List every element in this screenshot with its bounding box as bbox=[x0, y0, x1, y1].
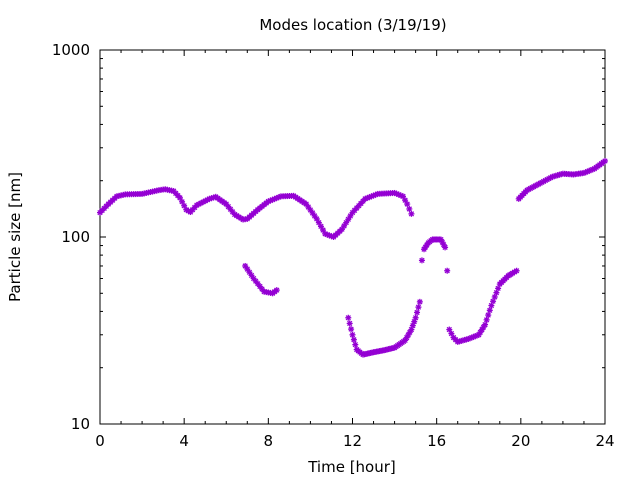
data-point bbox=[483, 316, 490, 323]
data-point bbox=[352, 341, 359, 348]
data-point bbox=[404, 201, 411, 208]
x-tick-label: 0 bbox=[95, 432, 105, 450]
y-tick-label: 1000 bbox=[52, 41, 90, 59]
data-point bbox=[412, 314, 419, 321]
data-point bbox=[408, 210, 415, 217]
x-tick-label: 12 bbox=[343, 432, 362, 450]
data-point bbox=[345, 314, 352, 321]
data-point bbox=[486, 307, 493, 314]
data-point bbox=[416, 298, 423, 305]
plot-frame bbox=[99, 49, 606, 425]
data-point bbox=[315, 219, 322, 226]
x-axis: 0 4 8 12 16 20 24 bbox=[95, 50, 615, 450]
data-point bbox=[415, 304, 422, 311]
x-tick-label: 20 bbox=[511, 432, 530, 450]
data-point bbox=[444, 267, 451, 274]
x-tick-label: 4 bbox=[179, 432, 189, 450]
data-point bbox=[349, 331, 356, 338]
data-points bbox=[97, 157, 608, 358]
data-point bbox=[406, 205, 413, 212]
y-axis: 10 100 1000 bbox=[52, 41, 605, 433]
data-point bbox=[414, 309, 421, 316]
data-point bbox=[346, 320, 353, 327]
x-tick-label: 16 bbox=[427, 432, 446, 450]
x-axis-label: Time [hour] bbox=[307, 458, 396, 476]
data-point bbox=[513, 267, 520, 274]
data-point bbox=[348, 326, 355, 333]
data-point bbox=[273, 287, 280, 294]
data-point bbox=[442, 244, 449, 251]
x-tick-label: 8 bbox=[264, 432, 274, 450]
data-point bbox=[242, 262, 249, 269]
data-point bbox=[485, 312, 492, 319]
y-tick-label: 10 bbox=[71, 415, 90, 433]
x-tick-label: 24 bbox=[595, 432, 614, 450]
data-point bbox=[350, 336, 357, 343]
data-point bbox=[418, 257, 425, 264]
y-axis-label: Particle size [nm] bbox=[6, 172, 24, 302]
y-tick-label: 100 bbox=[61, 228, 90, 246]
data-point bbox=[602, 157, 608, 164]
chart-title: Modes location (3/19/19) bbox=[259, 16, 446, 34]
data-point bbox=[482, 321, 489, 328]
